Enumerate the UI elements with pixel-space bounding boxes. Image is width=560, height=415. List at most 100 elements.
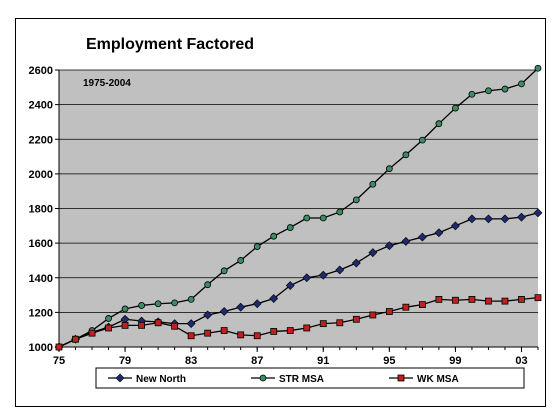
- legend-marker-str-msa: [259, 374, 267, 382]
- point-new-north-2003: [517, 212, 526, 222]
- point-new-north-1996: [401, 236, 411, 246]
- x-tick-label-1999: 99: [449, 355, 461, 367]
- legend-marker-wk-msa: [397, 374, 405, 382]
- x-tick-label-1991: 91: [317, 355, 329, 367]
- point-new-north-1990: [302, 273, 312, 283]
- point-new-north-1998: [434, 228, 444, 238]
- point-str-msa-1995: [385, 165, 393, 173]
- point-str-msa-1993: [352, 196, 360, 204]
- point-str-msa-2000: [468, 90, 476, 98]
- point-new-north-2002: [500, 214, 510, 224]
- point-wk-msa-2002: [501, 297, 509, 305]
- x-tick-label-2003: 03: [515, 355, 527, 367]
- point-str-msa-2002: [501, 85, 509, 93]
- series-str-msa: [55, 64, 542, 351]
- point-new-north-1991: [318, 270, 328, 280]
- point-new-north-1999: [450, 221, 460, 231]
- point-wk-msa-1996: [402, 303, 410, 311]
- series-wk-msa: [55, 294, 542, 351]
- point-wk-msa-1977: [88, 329, 96, 337]
- legend-label-new-north: New North: [136, 374, 186, 385]
- point-new-north-1983: [186, 319, 196, 329]
- y-tick-label-2400: 2400: [29, 100, 53, 112]
- point-new-north-1993: [351, 258, 361, 268]
- point-wk-msa-1997: [418, 301, 426, 308]
- legend-marker-new-north: [115, 373, 125, 383]
- series-group: [54, 64, 543, 352]
- point-str-msa-1998: [435, 120, 443, 128]
- point-new-north-1984: [203, 310, 213, 320]
- point-new-north-1989: [285, 281, 295, 290]
- point-wk-msa-1999: [452, 296, 459, 304]
- point-wk-msa-1995: [385, 308, 393, 315]
- point-str-msa-1987: [253, 243, 261, 250]
- point-wk-msa-2001: [485, 297, 492, 305]
- point-new-north-1995: [384, 241, 394, 251]
- point-wk-msa-1988: [270, 328, 278, 335]
- point-wk-msa-1978: [105, 324, 112, 332]
- x-tick-label-1979: 79: [119, 355, 131, 367]
- legend: New North STR MSA WK MSA: [95, 367, 525, 389]
- chart-annotation: 1975-2004: [83, 78, 131, 89]
- point-wk-msa-1992: [336, 319, 344, 327]
- point-wk-msa-1975: [55, 343, 63, 351]
- point-new-north-1986: [236, 302, 246, 312]
- point-str-msa-2003: [518, 80, 525, 88]
- legend-box: [95, 367, 525, 389]
- point-str-msa-1999: [452, 104, 459, 112]
- point-wk-msa-1976: [72, 335, 79, 343]
- point-str-msa-1979: [121, 305, 129, 313]
- point-wk-msa-1993: [352, 315, 360, 323]
- point-wk-msa-1986: [237, 331, 245, 339]
- grid-lines: [59, 69, 538, 313]
- point-str-msa-1981: [154, 300, 162, 308]
- series-new-north: [54, 208, 543, 352]
- point-str-msa-1985: [220, 267, 228, 275]
- point-wk-msa-1990: [303, 324, 311, 332]
- point-str-msa-1997: [418, 136, 426, 144]
- y-tick-label-1200: 1200: [29, 307, 53, 319]
- point-new-north-1988: [269, 294, 279, 303]
- point-new-north-1985: [219, 307, 229, 316]
- point-str-msa-1988: [270, 232, 278, 240]
- legend-label-str-msa: STR MSA: [279, 374, 324, 385]
- chart-title: Employment Factored: [86, 36, 254, 53]
- point-str-msa-1992: [336, 208, 344, 216]
- point-wk-msa-1982: [171, 322, 179, 330]
- point-str-msa-2004: [534, 64, 542, 72]
- y-tick-label-1800: 1800: [29, 204, 53, 216]
- point-new-north-1997: [417, 232, 427, 242]
- point-wk-msa-1979: [121, 321, 129, 329]
- x-tick-label-1995: 95: [383, 355, 395, 367]
- y-tick-label-2200: 2200: [29, 134, 53, 146]
- point-wk-msa-2003: [518, 295, 525, 303]
- y-tick-label-1400: 1400: [29, 273, 53, 285]
- point-str-msa-1984: [204, 281, 212, 289]
- point-str-msa-2001: [485, 87, 492, 95]
- point-wk-msa-2004: [534, 294, 542, 302]
- legend-label-wk-msa: WK MSA: [417, 374, 459, 385]
- point-wk-msa-1994: [369, 311, 377, 319]
- axes: 1000 1200 1400 1600 1800 2000 2200 2400 2600 75 79…: [29, 65, 539, 367]
- point-wk-msa-1983: [187, 332, 195, 340]
- employment-chart: Employment Factored 1000 1200 1400 1600 1800…: [29, 36, 543, 389]
- point-new-north-2004: [533, 208, 543, 218]
- point-str-msa-1986: [237, 257, 245, 264]
- point-wk-msa-1984: [204, 329, 212, 337]
- point-wk-msa-1987: [253, 332, 261, 340]
- point-str-msa-1996: [402, 151, 410, 159]
- y-tick-label-2000: 2000: [29, 169, 53, 181]
- point-str-msa-1982: [171, 299, 179, 307]
- point-new-north-1987: [252, 299, 262, 309]
- x-tick-label-1987: 87: [251, 355, 263, 367]
- point-new-north-1992: [335, 265, 345, 275]
- point-str-msa-1980: [138, 302, 145, 309]
- point-wk-msa-1989: [286, 327, 294, 334]
- point-new-north-2000: [467, 214, 477, 224]
- y-tick-label-1600: 1600: [29, 238, 53, 250]
- point-str-msa-1991: [319, 214, 327, 222]
- x-tick-label-1983: 83: [185, 355, 197, 367]
- point-str-msa-1990: [303, 214, 311, 222]
- point-str-msa-1989: [286, 224, 294, 231]
- point-wk-msa-2000: [468, 295, 476, 303]
